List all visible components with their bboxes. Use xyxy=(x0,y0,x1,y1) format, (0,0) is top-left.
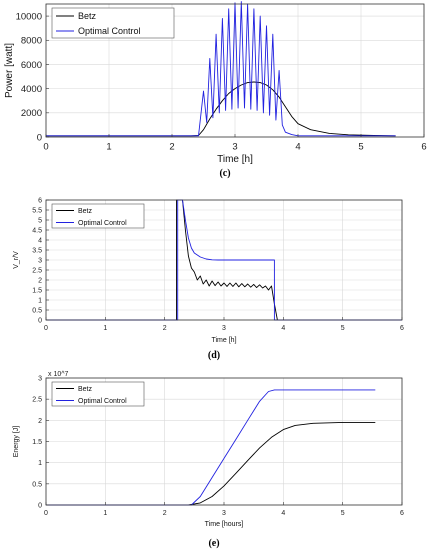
y-tick-label: 4000 xyxy=(21,84,42,95)
x-tick-label: 0 xyxy=(44,325,48,332)
y-axis-label: Energy [J] xyxy=(13,426,20,458)
x-tick-label: 4 xyxy=(295,142,300,153)
x-tick-label: 1 xyxy=(106,142,111,153)
series-line-optimal-control xyxy=(46,1,396,137)
legend-label: Optimal Control xyxy=(78,398,127,405)
y-tick-label: 6000 xyxy=(21,60,42,71)
figure-caption: (c) xyxy=(219,168,230,179)
y-axis-label: V_r/V xyxy=(13,251,20,269)
x-tick-label: 2 xyxy=(169,142,174,153)
y-tick-label: 5.5 xyxy=(32,207,42,214)
y-exponent-label: x 10^7 xyxy=(48,371,69,378)
figure-caption: (e) xyxy=(208,538,219,549)
y-tick-label: 3 xyxy=(38,257,42,264)
series-line-betz xyxy=(46,81,396,137)
y-tick-label: 2 xyxy=(38,418,42,425)
legend: Betz Optimal Control xyxy=(51,7,175,39)
x-tick-label: 5 xyxy=(358,142,363,153)
x-axis-label: Time [h] xyxy=(217,154,253,165)
y-tick-label: 0 xyxy=(37,132,42,143)
y-tick-label: 2 xyxy=(38,277,42,284)
y-tick-label: 3 xyxy=(38,375,42,382)
x-tick-label: 6 xyxy=(421,142,426,153)
series-line-betz xyxy=(46,199,402,321)
x-tick-label: 3 xyxy=(222,325,226,332)
legend-label: Betz xyxy=(78,208,93,215)
legend: Betz Optimal Control xyxy=(51,203,145,229)
x-tick-label: 3 xyxy=(232,142,237,153)
x-tick-label: 6 xyxy=(400,325,404,332)
x-tick-label: 2 xyxy=(163,325,167,332)
x-tick-label: 0 xyxy=(43,142,48,153)
x-tick-label: 3 xyxy=(222,510,226,517)
chart-1: 0 1 2 3 4 5 6 0 2000 4000 6000 8000 10000 Time [h] Pow… xyxy=(4,1,427,179)
legend-box xyxy=(51,7,175,39)
y-tick-label: 3.5 xyxy=(32,247,42,254)
y-tick-label: 0.5 xyxy=(32,307,42,314)
y-tick-label: 1 xyxy=(38,297,42,304)
chart-3: 0 1 2 3 4 5 6 0 0.5 1 1.5 2 2.5 3 x 10^7 Time [hours] En… xyxy=(13,371,404,549)
x-tick-label: 4 xyxy=(281,325,285,332)
y-axis-label: Power [watt] xyxy=(4,43,15,98)
legend-label: Optimal Control xyxy=(78,220,127,227)
legend-label: Betz xyxy=(78,386,93,393)
figure-caption: (d) xyxy=(208,350,220,361)
chart-2: 0 1 2 3 4 5 6 0 0.5 1 1.5 2 2.5 3 3.5 4 4.5 5 5.5 6 Time [h]… xyxy=(13,197,404,361)
y-tick-label: 1.5 xyxy=(32,439,42,446)
y-tick-label: 6 xyxy=(38,197,42,204)
x-tick-label: 0 xyxy=(44,510,48,517)
y-tick-label: 2.5 xyxy=(32,397,42,404)
y-tick-label: 2000 xyxy=(21,108,42,119)
y-tick-label: 8000 xyxy=(21,36,42,47)
series-line-optimal-control xyxy=(46,389,376,506)
y-tick-label: 2.5 xyxy=(32,267,42,274)
x-tick-label: 4 xyxy=(281,510,285,517)
x-axis-label: Time [hours] xyxy=(205,521,244,528)
y-tick-label: 1 xyxy=(38,460,42,467)
series-line-betz xyxy=(46,421,376,506)
legend-label: Optimal Control xyxy=(78,26,141,36)
legend-label: Betz xyxy=(78,11,97,21)
y-tick-label: 1.5 xyxy=(32,287,42,294)
y-tick-label: 10000 xyxy=(16,11,42,22)
x-tick-label: 1 xyxy=(103,325,107,332)
legend-box xyxy=(51,203,145,229)
legend-box xyxy=(51,381,145,407)
x-tick-label: 2 xyxy=(163,510,167,517)
x-tick-label: 1 xyxy=(103,510,107,517)
y-tick-label: 5 xyxy=(38,217,42,224)
x-tick-label: 5 xyxy=(341,325,345,332)
x-tick-label: 5 xyxy=(341,510,345,517)
x-tick-label: 6 xyxy=(400,510,404,517)
y-tick-label: 0 xyxy=(38,317,42,324)
x-axis-label: Time [h] xyxy=(211,337,236,344)
legend: Betz Optimal Control xyxy=(51,381,145,407)
y-tick-label: 4.5 xyxy=(32,227,42,234)
y-tick-label: 4 xyxy=(38,237,42,244)
y-tick-label: 0 xyxy=(38,502,42,509)
y-tick-label: 0.5 xyxy=(32,481,42,488)
